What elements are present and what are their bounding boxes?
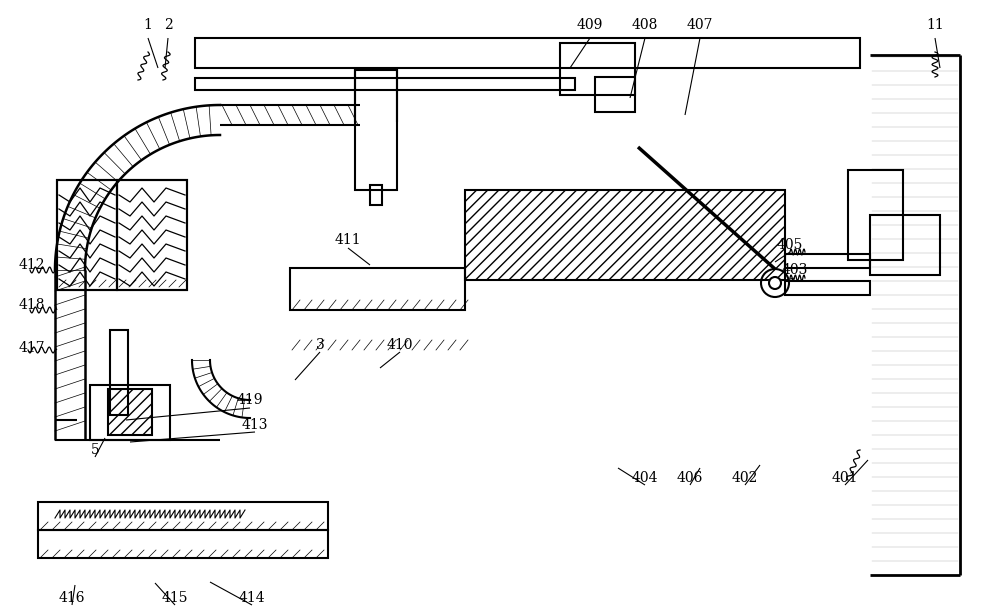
Text: 419: 419 [237, 393, 263, 407]
Text: 414: 414 [239, 591, 265, 605]
Text: 408: 408 [632, 18, 658, 32]
Text: 402: 402 [732, 471, 758, 485]
Text: 407: 407 [687, 18, 713, 32]
Text: 401: 401 [832, 471, 858, 485]
Text: 3: 3 [316, 338, 324, 352]
Text: 409: 409 [577, 18, 603, 32]
Text: 1: 1 [144, 18, 152, 32]
Text: 416: 416 [59, 591, 85, 605]
Text: 5: 5 [91, 443, 99, 457]
Text: 415: 415 [162, 591, 188, 605]
Text: 412: 412 [19, 258, 45, 272]
Text: 404: 404 [632, 471, 658, 485]
Text: 411: 411 [335, 233, 361, 247]
Text: 417: 417 [19, 341, 45, 355]
Text: 410: 410 [387, 338, 413, 352]
Text: 406: 406 [677, 471, 703, 485]
Text: 405: 405 [777, 238, 803, 252]
Text: 413: 413 [242, 418, 268, 432]
Text: 403: 403 [782, 263, 808, 277]
Text: 418: 418 [19, 298, 45, 312]
Text: 11: 11 [926, 18, 944, 32]
Circle shape [769, 277, 781, 289]
Text: 2: 2 [164, 18, 172, 32]
